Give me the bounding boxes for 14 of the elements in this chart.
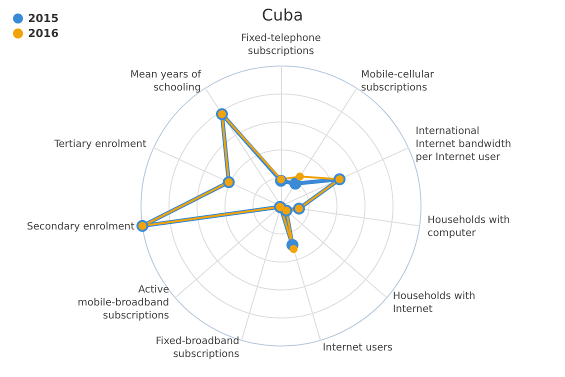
spoke-label: Tertiary enrolment [53,139,146,150]
spoke-label: Fixed-telephone subscriptions [241,33,321,57]
spoke-label: Active mobile-broadband subscriptions [78,284,170,322]
spoke-label: Secondary enrolment [26,222,135,233]
spoke-label: Fixed-broadband subscriptions [156,336,240,360]
spoke-label: Households with Internet [392,290,476,315]
spoke-label: Internet users [322,342,393,354]
legend-label: 2016 [28,27,59,40]
chart-title: Cuba [262,6,304,24]
spoke-label: Mobile-cellular subscriptions [361,69,435,94]
spoke-label: International Internet bandwidth per Internet user [416,126,512,164]
legend-label: 2015 [28,12,59,25]
spoke-label: Mean years of schooling [130,69,202,94]
spoke-label: Households with computer [427,215,510,240]
